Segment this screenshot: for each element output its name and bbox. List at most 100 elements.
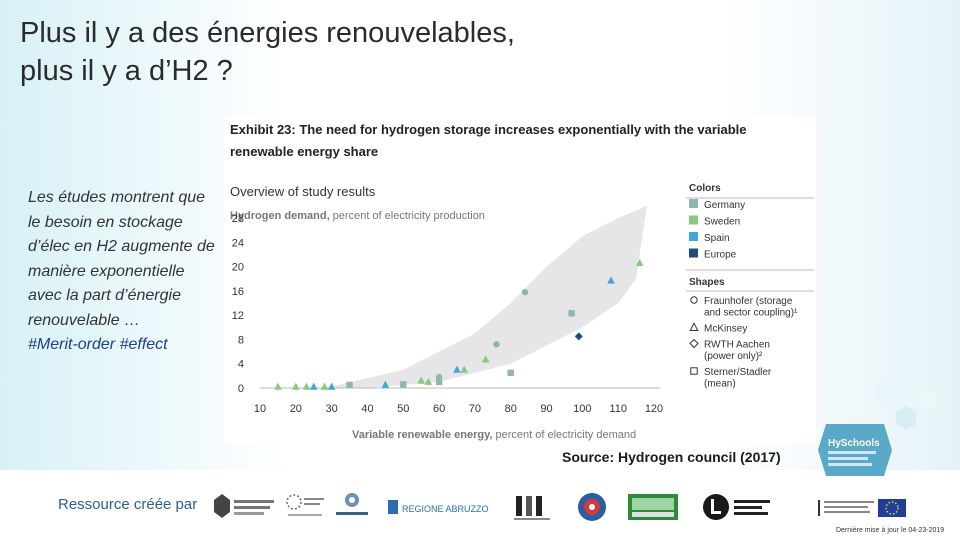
legend-label-europe: Europe [704, 250, 737, 261]
legend-swatch-germany [689, 199, 698, 208]
partner-logo-2[interactable] [284, 490, 328, 524]
y-tick-label-20: 20 [232, 262, 244, 274]
svg-text:REGIONE ABRUZZO: REGIONE ABRUZZO [402, 504, 488, 514]
slide-title: Plus il y a des énergies renouvelables, … [20, 14, 515, 90]
data-point-4 [309, 382, 318, 390]
x-tick-label-120: 120 [645, 403, 663, 415]
x-axis-label: Variable renewable energy, percent of el… [352, 429, 636, 441]
footer-band [0, 470, 960, 540]
regione-abruzzo-logo[interactable]: REGIONE ABRUZZO [386, 490, 488, 524]
x-tick-labels: 10 20 30 40 50 60 70 80 90 100 110 120 [254, 403, 663, 415]
legend-shape-label-diamond-2: (power only)² [704, 351, 763, 362]
data-point-14 [453, 365, 461, 373]
data-point-17 [493, 341, 500, 348]
title-line-1: Plus il y a des énergies renouvelables, [20, 17, 515, 49]
trend-band-area [324, 206, 647, 388]
x-axis-label-bold: Variable renewable energy, [352, 429, 492, 441]
legend-shape-diamond [689, 338, 699, 349]
legend-label-spain: Spain [704, 233, 730, 244]
title-line-2: plus il y a d’H2 ? [20, 55, 233, 87]
partner-logo-seal[interactable] [576, 490, 608, 524]
chart-figure: Exhibit 23: The need for hydrogen storag… [224, 116, 816, 444]
data-point-7 [346, 381, 353, 389]
data-point-9 [400, 381, 407, 388]
y-tick-label-4: 4 [238, 359, 244, 371]
data-point-11 [424, 377, 433, 385]
tecnalia-logo[interactable] [332, 490, 372, 524]
legend-swatch-europe [689, 248, 698, 258]
legend-label-sweden: Sweden [704, 217, 740, 228]
source-caption: Source: Hydrogen council (2017) [562, 449, 781, 465]
side-hashtags: #Merit-order #effect [28, 336, 168, 353]
data-point-21 [574, 332, 583, 341]
legend-shape-triangle [689, 322, 699, 331]
trend-band [324, 206, 647, 388]
legend-shape-square [690, 367, 698, 375]
colors-legend-title: Colors [689, 183, 721, 194]
side-description: Les études montrent que le besoin en sto… [28, 186, 218, 358]
x-axis-label-rest: percent of electricity demand [492, 429, 636, 441]
side-description-text: Les études montrent que le besoin en sto… [28, 189, 215, 329]
chart-legend: Colors Germany Sweden Spain Europe Shapes F… [686, 183, 814, 390]
data-point-20 [568, 310, 575, 317]
data-point-18 [507, 369, 514, 377]
data-point-15 [460, 365, 468, 373]
partner-logo-building[interactable] [626, 490, 680, 524]
y-tick-label-0: 0 [238, 383, 244, 395]
x-tick-label-110: 110 [609, 403, 627, 415]
ufc-logo[interactable] [512, 490, 554, 524]
svg-text:HySchools: HySchools [828, 438, 880, 449]
y-axis-label: Hydrogen demand, percent of electricity … [230, 210, 485, 222]
colors-legend-items: Germany Sweden Spain Europe [689, 199, 745, 261]
data-points [274, 258, 644, 390]
x-tick-label-60: 60 [433, 403, 445, 415]
last-update-date: Dernière mise à jour le 04-23-2019 [836, 527, 945, 534]
x-tick-label-20: 20 [290, 403, 302, 415]
x-tick-label-80: 80 [505, 403, 517, 415]
universite-de-lorraine-logo[interactable] [702, 490, 774, 524]
x-tick-label-30: 30 [326, 403, 338, 415]
data-point-19 [521, 288, 529, 296]
y-tick-labels: 0 4 8 12 16 20 24 28 [232, 213, 244, 395]
data-point-2 [292, 382, 300, 390]
eu-cofunding-logo[interactable] [818, 496, 908, 520]
x-tick-label-40: 40 [361, 403, 373, 415]
chart-subtitle: Overview of study results [230, 184, 376, 199]
resource-credit: Ressource créée par [58, 496, 198, 513]
data-point-22 [607, 276, 615, 284]
data-point-8 [381, 380, 390, 388]
y-tick-label-8: 8 [238, 334, 244, 346]
legend-shape-circle [690, 296, 698, 304]
legend-shape-label-circle-1: Fraunhofer (storage [704, 296, 793, 307]
data-point-3 [302, 382, 311, 390]
y-axis-label-rest: percent of electricity production [330, 210, 485, 222]
data-point-13 [435, 378, 443, 386]
data-point-10 [417, 376, 425, 384]
legend-label-germany: Germany [704, 200, 745, 211]
x-tick-label-10: 10 [254, 403, 266, 415]
shapes-legend-title: Shapes [689, 277, 725, 288]
legend-shape-label-square-1: Sterner/Stadler [704, 367, 772, 378]
x-tick-label-70: 70 [469, 403, 481, 415]
data-point-23 [635, 258, 644, 267]
x-tick-label-90: 90 [540, 403, 552, 415]
hexagon-decoration [876, 380, 936, 430]
data-point-16 [481, 355, 490, 363]
hyschools-logo: HySchools [818, 424, 892, 476]
y-axis-label-bold: Hydrogen demand, [230, 210, 330, 222]
legend-shape-label-square-2: (mean) [704, 379, 736, 390]
data-point-1 [274, 382, 282, 390]
y-tick-label-28: 28 [232, 213, 244, 225]
x-tick-label-50: 50 [397, 403, 409, 415]
y-tick-label-16: 16 [232, 286, 244, 298]
data-point-6 [327, 382, 336, 390]
legend-swatch-sweden [689, 215, 698, 225]
data-point-12 [435, 373, 443, 381]
legend-swatch-spain [689, 232, 698, 241]
data-point-5 [320, 382, 329, 390]
manchester-metropolitan-logo[interactable] [212, 490, 278, 524]
y-tick-label-24: 24 [232, 237, 244, 249]
legend-shape-label-triangle-1: McKinsey [704, 324, 747, 335]
x-tick-label-100: 100 [573, 403, 591, 415]
